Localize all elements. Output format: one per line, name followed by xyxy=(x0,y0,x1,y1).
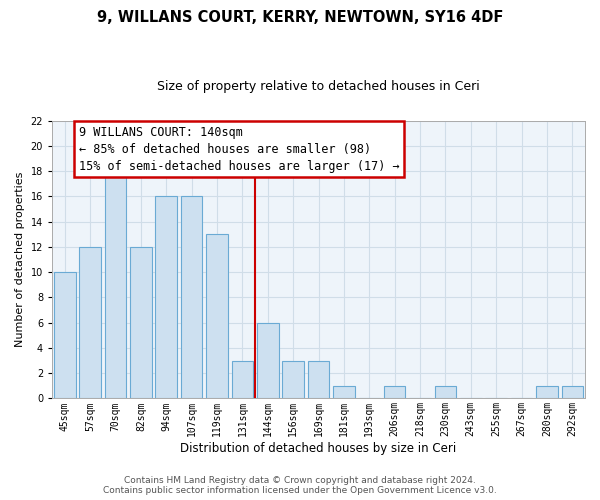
Bar xyxy=(333,386,355,398)
Text: Contains HM Land Registry data © Crown copyright and database right 2024.
Contai: Contains HM Land Registry data © Crown c… xyxy=(103,476,497,495)
Bar xyxy=(232,360,253,399)
Text: 9, WILLANS COURT, KERRY, NEWTOWN, SY16 4DF: 9, WILLANS COURT, KERRY, NEWTOWN, SY16 4… xyxy=(97,10,503,25)
Bar xyxy=(308,360,329,399)
Bar xyxy=(155,196,177,398)
Bar xyxy=(257,322,278,398)
Bar xyxy=(105,171,127,398)
Bar xyxy=(130,247,152,398)
Bar xyxy=(54,272,76,398)
Bar xyxy=(206,234,228,398)
Bar xyxy=(384,386,406,398)
Bar xyxy=(79,247,101,398)
Bar xyxy=(283,360,304,399)
X-axis label: Distribution of detached houses by size in Ceri: Distribution of detached houses by size … xyxy=(181,442,457,455)
Y-axis label: Number of detached properties: Number of detached properties xyxy=(15,172,25,347)
Bar xyxy=(536,386,558,398)
Bar xyxy=(434,386,456,398)
Bar xyxy=(562,386,583,398)
Bar xyxy=(181,196,202,398)
Text: 9 WILLANS COURT: 140sqm
← 85% of detached houses are smaller (98)
15% of semi-de: 9 WILLANS COURT: 140sqm ← 85% of detache… xyxy=(79,126,400,172)
Title: Size of property relative to detached houses in Ceri: Size of property relative to detached ho… xyxy=(157,80,480,93)
